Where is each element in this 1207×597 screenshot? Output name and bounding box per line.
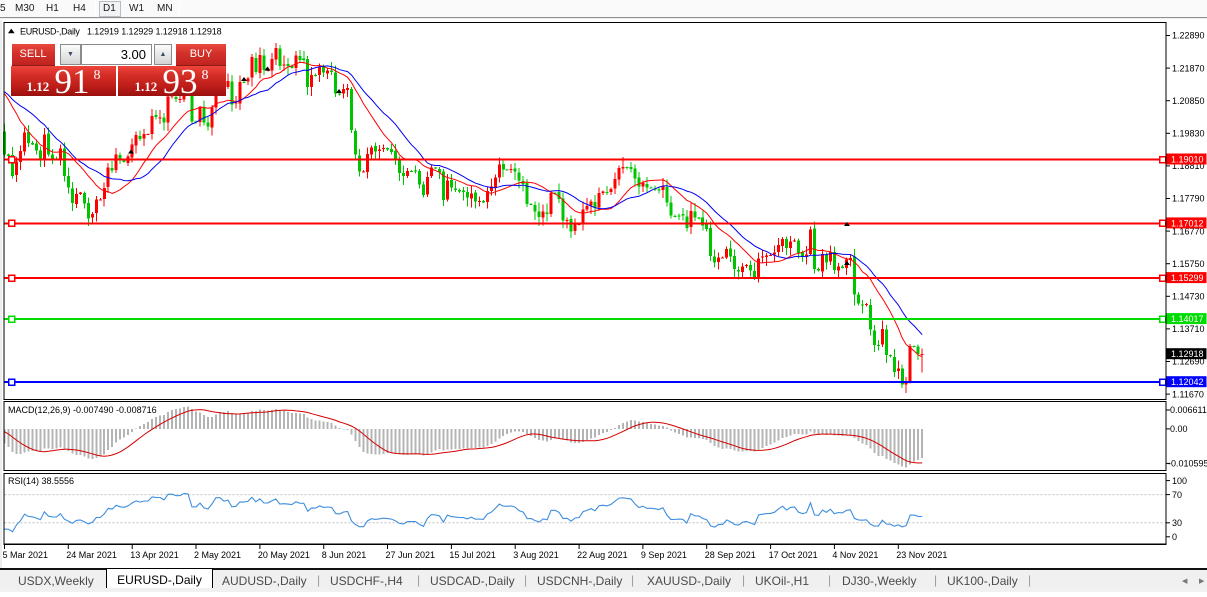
svg-text:RSI(14) 38.5556: RSI(14) 38.5556 [8,476,74,486]
svg-text:24 Mar 2021: 24 Mar 2021 [66,550,117,560]
svg-text:1.21870: 1.21870 [1172,63,1205,73]
svg-text:1.12690: 1.12690 [1172,357,1205,367]
svg-text:1.12918: 1.12918 [1171,349,1204,359]
svg-text:3 Aug 2021: 3 Aug 2021 [513,550,559,560]
svg-text:15 Jul 2021: 15 Jul 2021 [449,550,496,560]
svg-text:1.15750: 1.15750 [1172,259,1205,269]
svg-text:MACD(12,26,9) -0.007490 -0.008: MACD(12,26,9) -0.007490 -0.008716 [8,405,157,415]
svg-text:1.19830: 1.19830 [1172,129,1205,139]
svg-text:100: 100 [1172,476,1187,486]
svg-text:1.12042: 1.12042 [1171,377,1204,387]
svg-text:1.17790: 1.17790 [1172,194,1205,204]
svg-text:EURUSD-,Daily: EURUSD-,Daily [20,27,80,37]
svg-text:1.18810: 1.18810 [1172,161,1205,171]
svg-text:22 Aug 2021: 22 Aug 2021 [577,550,628,560]
svg-text:1.17012: 1.17012 [1171,218,1204,228]
svg-text:1.14017: 1.14017 [1171,314,1204,324]
svg-text:17 Oct 2021: 17 Oct 2021 [769,550,818,560]
svg-text:23 Nov 2021: 23 Nov 2021 [896,550,947,560]
svg-text:1.11670: 1.11670 [1172,389,1204,399]
svg-text:-0.010595: -0.010595 [1168,459,1207,469]
svg-text:9 Sep 2021: 9 Sep 2021 [641,550,687,560]
svg-text:0: 0 [1172,532,1177,542]
svg-text:28 Sep 2021: 28 Sep 2021 [705,550,756,560]
svg-text:1.14730: 1.14730 [1172,292,1205,302]
svg-text:27 Jun 2021: 27 Jun 2021 [386,550,436,560]
svg-text:1.22890: 1.22890 [1172,31,1205,41]
svg-text:8 Jun 2021: 8 Jun 2021 [322,550,367,560]
svg-text:1.20850: 1.20850 [1172,96,1205,106]
svg-text:1.13710: 1.13710 [1172,324,1205,334]
svg-text:5 Mar 2021: 5 Mar 2021 [3,550,49,560]
svg-text:70: 70 [1172,490,1182,500]
svg-text:1.12919 1.12929 1.12918 1.1291: 1.12919 1.12929 1.12918 1.12918 [87,27,222,37]
svg-text:2 May 2021: 2 May 2021 [194,550,241,560]
svg-text:13 Apr 2021: 13 Apr 2021 [130,550,179,560]
svg-text:20 May 2021: 20 May 2021 [258,550,310,560]
svg-text:30: 30 [1172,518,1182,528]
svg-text:1.19010: 1.19010 [1171,155,1204,165]
svg-text:0.006611: 0.006611 [1170,405,1207,415]
svg-text:1.16770: 1.16770 [1172,226,1205,236]
svg-text:4 Nov 2021: 4 Nov 2021 [832,550,878,560]
svg-text:0.00: 0.00 [1170,424,1188,434]
svg-text:1.15299: 1.15299 [1171,273,1204,283]
